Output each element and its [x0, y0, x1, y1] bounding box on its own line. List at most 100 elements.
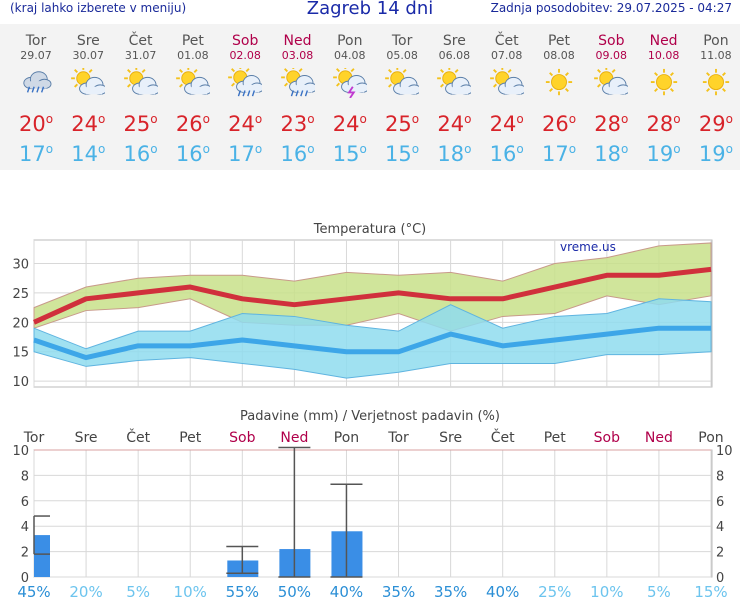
precip-tick-left: 0 — [21, 571, 29, 586]
precip-chart-title: Padavine (mm) / Verjetnost padavin (%) — [240, 409, 500, 424]
precip-bar — [34, 535, 50, 577]
forecast-day: Sre 30.07 24o 14o — [62, 24, 114, 166]
day-name: Čet — [128, 33, 153, 49]
sun-cloud-icon — [385, 68, 420, 95]
forecast-day: Sre 06.08 24o 18o — [428, 24, 480, 166]
temp-max: 25o — [385, 112, 420, 136]
day-date: 01.08 — [177, 49, 209, 62]
forecast-day: Pon 04.08 24o 15o — [324, 24, 376, 166]
day-name: Sob — [232, 33, 259, 49]
day-date: 09.08 — [595, 49, 628, 62]
temp-min-line — [33, 325, 711, 361]
sun-cloud-icon — [594, 68, 629, 95]
temp-min: 15o — [385, 142, 420, 166]
precip-probability: 50% — [278, 583, 311, 600]
temp-min: 19o — [646, 142, 681, 166]
cloud-rain-icon — [23, 71, 52, 93]
sun-cloud-icon — [71, 68, 106, 95]
temp-min-range-band — [33, 298, 712, 379]
temp-tick-label: 10 — [12, 375, 29, 390]
forecast-day: Pon 11.08 29o 19o — [690, 24, 740, 166]
temp-max-range-band — [33, 242, 712, 332]
precip-probability: 40% — [330, 583, 363, 600]
precip-day-label: Pon — [698, 430, 723, 446]
temp-min: 16o — [175, 142, 210, 166]
temp-chart-title: Temperatura (°C) — [313, 222, 426, 237]
day-date: 11.08 — [700, 49, 732, 62]
forecast-day: Ned 10.08 28o 19o — [638, 24, 690, 166]
temp-max: 24o — [332, 112, 367, 136]
precip-tick-left: 6 — [21, 495, 29, 510]
forecast-day: Sob 09.08 28o 18o — [585, 24, 637, 166]
precip-probability: 45% — [17, 583, 50, 600]
forecast-day: Sob 02.08 24o 17o — [219, 24, 271, 166]
precip-day-label: Pet — [544, 430, 567, 446]
sun-icon — [545, 68, 573, 96]
day-date: 03.08 — [281, 49, 314, 62]
day-date: 30.07 — [72, 49, 105, 62]
sun-icon — [650, 68, 677, 96]
forecast-charts: Temperatura (°C)1015202530vreme.usPadavi… — [12, 222, 733, 600]
precip-day-label: Sob — [594, 430, 620, 446]
sun-cloud-icon — [176, 68, 210, 95]
day-date: 02.08 — [229, 49, 261, 62]
precip-tick-right: 10 — [716, 444, 733, 459]
temp-min: 14o — [71, 142, 106, 166]
precip-tick-right: 0 — [716, 571, 724, 586]
day-date: 06.08 — [438, 49, 471, 62]
temp-tick-label: 20 — [12, 316, 29, 331]
precip-day-label: Sob — [229, 430, 255, 446]
day-name: Tor — [25, 33, 47, 49]
day-name: Ned — [283, 33, 312, 49]
precip-tick-left: 8 — [21, 469, 29, 484]
precip-probability: 35% — [382, 583, 415, 600]
day-name: Pon — [337, 33, 363, 49]
day-name: Sre — [442, 33, 466, 49]
day-name: Sob — [598, 33, 625, 49]
forecast-panel — [0, 24, 740, 170]
precip-tick-right: 6 — [716, 495, 724, 510]
sun-icon — [702, 68, 730, 96]
sun-cloud-storm-icon — [332, 68, 367, 98]
precip-probability: 20% — [69, 583, 102, 600]
temp-max: 24o — [228, 112, 263, 136]
day-date: 31.07 — [124, 49, 157, 62]
precip-probability: 40% — [486, 583, 519, 600]
temp-max: 29o — [698, 112, 733, 136]
precip-day-label: Ned — [645, 430, 673, 446]
sun-cloud-icon — [489, 68, 524, 95]
precip-probability: 15% — [694, 583, 727, 600]
watermark: vreme.us — [560, 240, 616, 254]
temp-min: 17o — [18, 142, 54, 166]
day-name: Pon — [703, 33, 729, 49]
day-date: 29.07 — [20, 49, 52, 62]
forecast-day: Tor 29.07 20o 17o — [10, 24, 62, 166]
precip-tick-left: 10 — [12, 444, 29, 459]
precip-probability: 25% — [538, 583, 571, 600]
temp-min: 17o — [541, 142, 577, 166]
sun-cloud-icon — [123, 68, 158, 95]
sun-cloud-rain-icon — [280, 68, 315, 97]
day-date: 08.08 — [543, 49, 575, 62]
page-title: Zagreb 14 dni — [306, 0, 434, 19]
day-name: Sre — [76, 33, 100, 49]
temp-min: 17o — [228, 142, 263, 166]
precip-tick-right: 8 — [716, 469, 724, 484]
temp-tick-label: 15 — [12, 346, 29, 361]
precip-day-label: Čet — [126, 428, 150, 446]
temp-max: 20o — [18, 112, 54, 136]
day-date: 05.08 — [386, 49, 418, 62]
day-name: Pet — [181, 33, 204, 49]
precip-probability: 55% — [226, 583, 259, 600]
temp-min: 16o — [489, 142, 524, 166]
location-hint: (kraj lahko izberete v meniju) — [10, 1, 187, 15]
temp-tick-label: 30 — [12, 258, 29, 273]
precip-day-label: Pet — [179, 430, 202, 446]
precip-day-label: Čet — [491, 428, 515, 446]
precip-day-label: Ned — [280, 430, 308, 446]
day-date: 10.08 — [647, 49, 680, 62]
precip-probability: 5% — [126, 583, 150, 600]
precip-tick-right: 4 — [716, 520, 724, 535]
temp-min: 18o — [437, 142, 472, 166]
forecast-day: Tor 05.08 25o 15o — [376, 24, 428, 166]
